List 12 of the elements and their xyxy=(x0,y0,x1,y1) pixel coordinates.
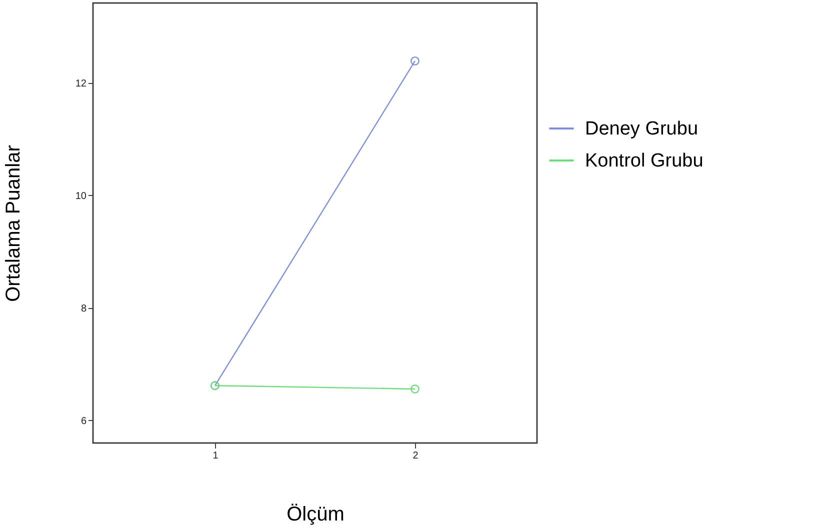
x-tick-label: 2 xyxy=(412,450,419,462)
y-tick-label: 8 xyxy=(80,303,87,314)
x-tick-label: 1 xyxy=(212,450,219,462)
point xyxy=(410,56,420,66)
legend-label: Deney Grubu xyxy=(585,118,698,140)
y-tick-label: 10 xyxy=(75,190,87,202)
y-tick-label: 12 xyxy=(75,78,87,90)
x-axis-title: Ölçüm xyxy=(286,504,344,526)
y-axis-title: Ortalama Puanlar xyxy=(2,144,24,302)
point xyxy=(410,384,420,394)
legend-label: Kontrol Grubu xyxy=(585,150,704,172)
y-tick-label: 6 xyxy=(80,416,87,427)
